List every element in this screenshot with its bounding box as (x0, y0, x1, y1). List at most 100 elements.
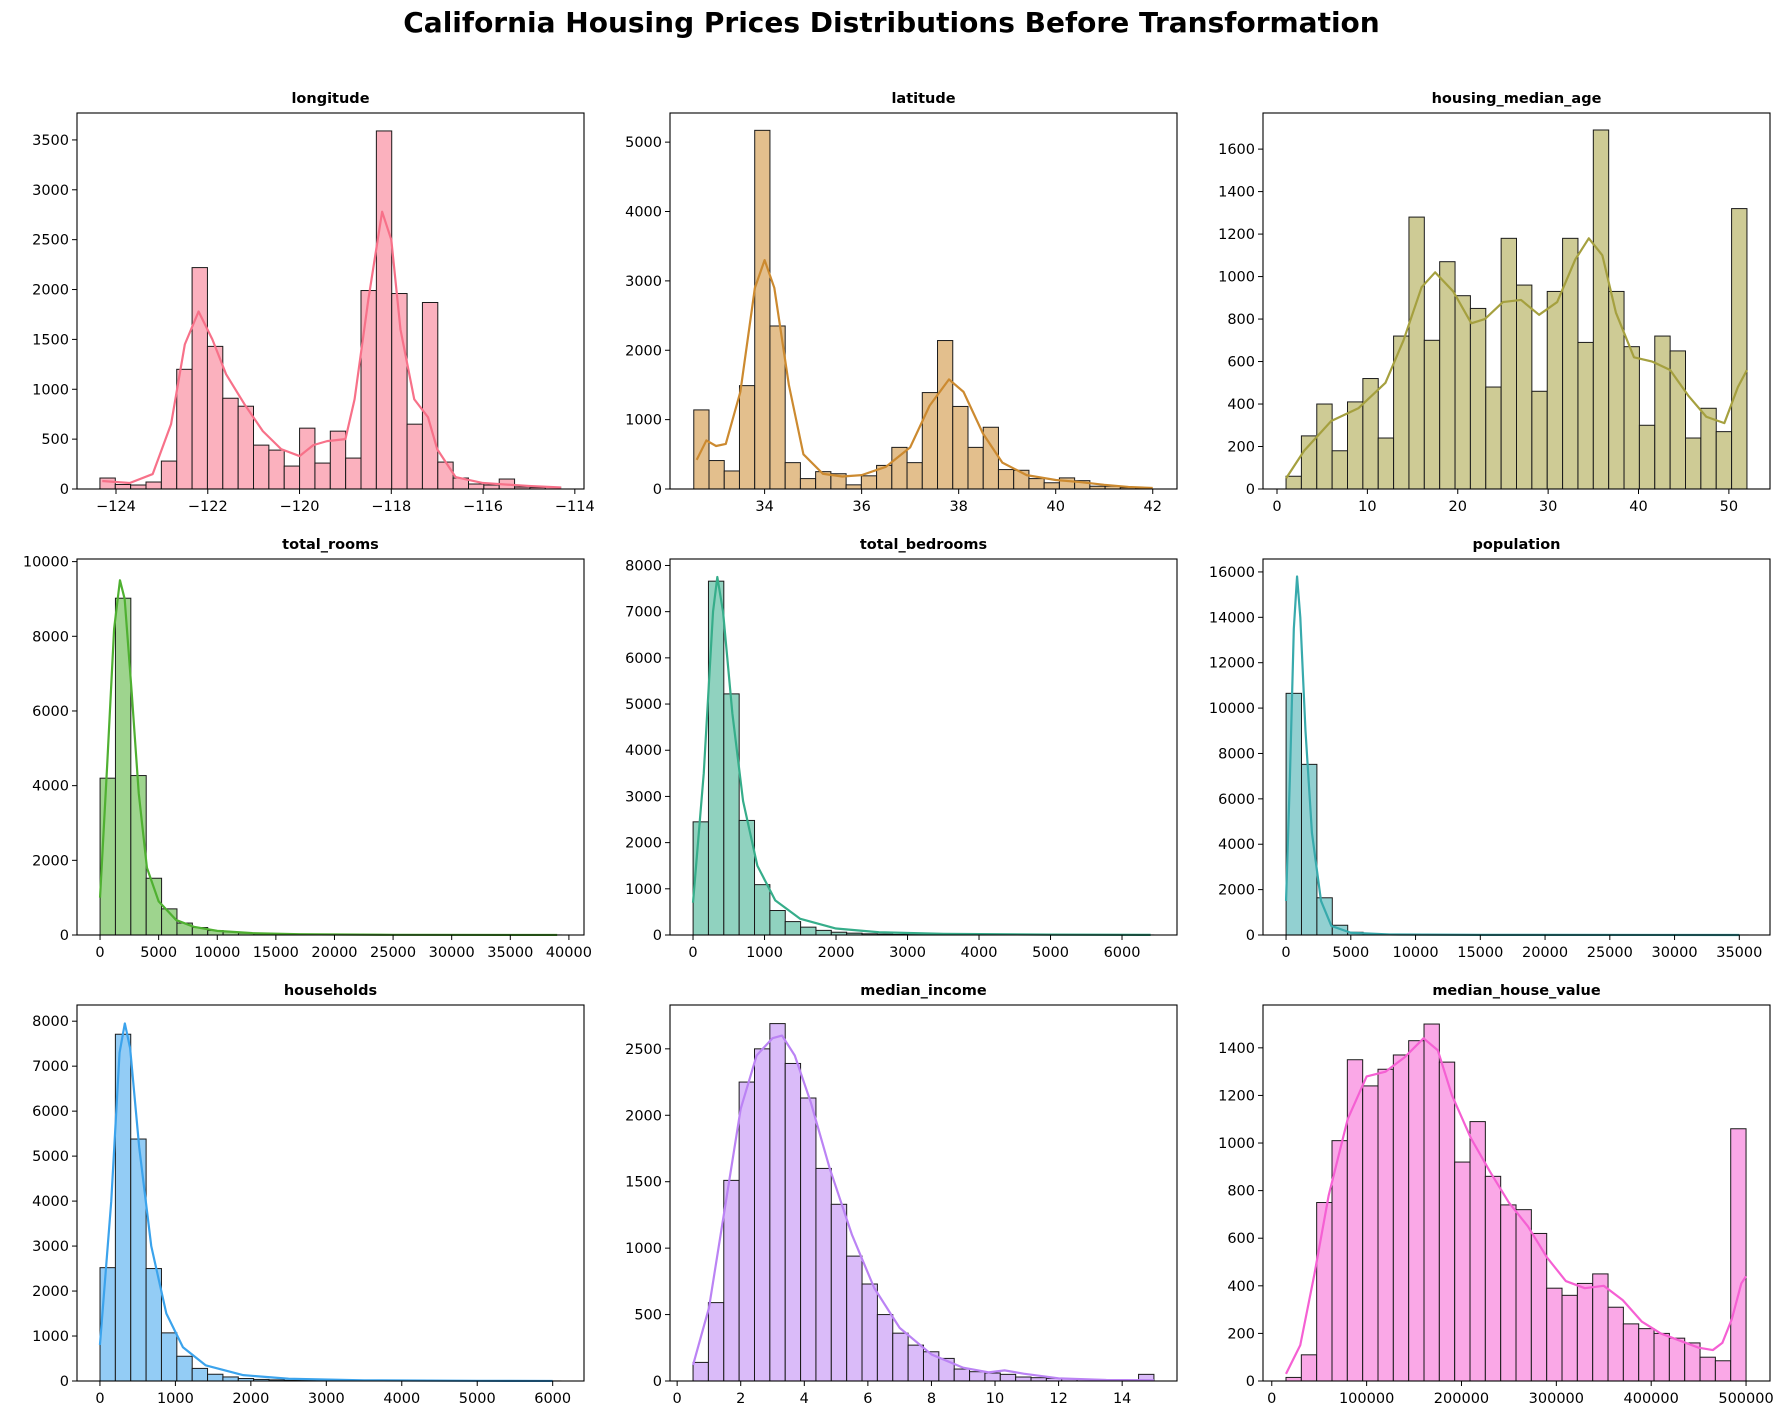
y-tick-label: 6000 (32, 1104, 69, 1120)
x-tick-label: 20000 (1522, 945, 1568, 961)
histogram-bar (907, 1344, 924, 1382)
histogram-bar (1592, 1273, 1609, 1382)
x-tick-label: 500000 (1718, 1391, 1773, 1407)
histogram-bar (815, 1167, 832, 1382)
y-tick-label: 4000 (32, 779, 69, 795)
histogram-bars (99, 597, 562, 936)
kde-line (98, 1022, 553, 1383)
subplot-latitude: 34 36 38 40 42 0 1000 2000 3000 4000 5000 latitude (625, 91, 1178, 515)
histogram-bar (1362, 378, 1379, 490)
x-tick-label: 6000 (1104, 945, 1141, 961)
histogram-bar (1592, 129, 1610, 490)
y-tick-label: 2000 (1218, 883, 1255, 899)
y-tick-label: 1500 (625, 1175, 662, 1191)
histogram-bar (1392, 1054, 1410, 1382)
y-tick-label: 2500 (625, 1042, 662, 1058)
histogram-bar (984, 1372, 1001, 1382)
histogram-bar (800, 926, 817, 936)
x-tick-label: 4000 (383, 1391, 420, 1407)
kde-line (1285, 237, 1748, 479)
histogram-bar (1730, 1128, 1747, 1382)
histogram-bar (314, 462, 331, 490)
kde-line (691, 575, 1151, 937)
histogram-bar (723, 693, 740, 936)
histogram-bar (1530, 1232, 1548, 1382)
histogram-bar (406, 423, 423, 490)
x-tick-label: 100000 (1339, 1391, 1394, 1407)
histogram-bar (222, 397, 239, 490)
y-tick-label: 200 (1227, 440, 1255, 456)
histogram-bars (1285, 1023, 1747, 1382)
y-tick-label: 1400 (1218, 1041, 1255, 1057)
kde-line (695, 258, 1153, 490)
subplot-population: 0 5000 10000 15000 20000 25000 30000 35000 0 2000… (1209, 537, 1771, 961)
histogram-bar (1408, 1040, 1425, 1382)
histogram-bar (1439, 261, 1456, 490)
x-tick-label: 20000 (311, 945, 357, 961)
histogram-bar (1377, 437, 1395, 490)
histogram-bar (130, 1138, 147, 1382)
histogram-bar (206, 345, 224, 490)
x-tick-label: 40 (1629, 499, 1647, 515)
y-tick-label: 2000 (625, 1108, 662, 1124)
x-tick-label: 25000 (370, 945, 416, 961)
histogram-bar (99, 477, 116, 490)
histogram-bar (1015, 1376, 1032, 1382)
histogram-bar (1347, 401, 1364, 490)
axes-frame (1262, 558, 1771, 936)
subplot-title: latitude (891, 91, 955, 107)
y-tick-label: 3500 (32, 133, 69, 149)
subplot-housing-median-age: 0 10 20 30 40 50 0 200 400 600 800 1000 1200 1400 1600… (1218, 91, 1771, 515)
x-tick-label: 5000 (140, 945, 177, 961)
x-tick-label: 3000 (889, 945, 926, 961)
y-tick-label: 1000 (32, 382, 69, 398)
x-tick-label: 40000 (546, 945, 592, 961)
histogram-bar (1608, 290, 1625, 490)
histogram-bar (1500, 237, 1517, 490)
y-tick-label: 4000 (1218, 837, 1255, 853)
y-tick-label: 1000 (1218, 270, 1255, 286)
histogram-bar (1685, 437, 1702, 490)
histogram-bar (1622, 1323, 1640, 1382)
subplot-total-rooms: 0 5000 10000 15000 20000 25000 30000 35000 40000… (23, 537, 592, 961)
y-tick-label: 0 (653, 482, 662, 498)
x-tick-label: 38 (949, 499, 967, 515)
histogram-bar (191, 267, 208, 490)
y-tick-label: 200 (1227, 1326, 1255, 1342)
y-tick-label: 0 (1246, 1374, 1255, 1390)
histogram-bar (723, 470, 740, 490)
subplot-longitude: −124 −122 −120 −118 −116 −114 0 500 1000 1500 2000… (32, 91, 595, 515)
y-tick-label: 400 (1227, 1279, 1255, 1295)
histogram-bar (1377, 1068, 1394, 1382)
x-tick-label: 4000 (961, 945, 998, 961)
histogram-bar (1653, 1332, 1670, 1382)
histogram-bar (1546, 290, 1564, 490)
kde-line (1285, 1037, 1747, 1375)
y-tick-label: 1000 (625, 1241, 662, 1257)
histogram-bars (99, 1033, 562, 1382)
histogram-bar (952, 405, 969, 490)
x-tick-label: 15000 (1457, 945, 1503, 961)
x-tick-label: 40 (1046, 499, 1064, 515)
histogram-bar (769, 910, 786, 936)
subplot-households: 0 1000 2000 3000 4000 5000 6000 0 1000 2000 3000 40… (32, 983, 585, 1407)
histogram-bar (999, 1373, 1017, 1382)
y-tick-label: 1400 (1218, 185, 1255, 201)
histogram-bar (815, 929, 832, 936)
histogram-bar (1423, 339, 1441, 490)
histogram-bars (693, 129, 1152, 490)
histogram-bar (1577, 341, 1594, 490)
x-tick-label: 36 (852, 499, 870, 515)
y-tick-label: 500 (634, 1308, 662, 1324)
x-tick-label: 10000 (194, 945, 240, 961)
histogram-bar (830, 1203, 848, 1382)
histogram-bar (1668, 1337, 1686, 1382)
histogram-bar (891, 446, 908, 490)
y-tick-label: 2000 (32, 283, 69, 299)
histogram-bar (1362, 1085, 1379, 1382)
y-tick-label: 0 (1246, 928, 1255, 944)
kde-line (691, 1034, 1154, 1382)
histogram-bar (967, 446, 984, 490)
histogram-bar (253, 444, 270, 490)
y-tick-label: 16000 (1209, 565, 1255, 581)
